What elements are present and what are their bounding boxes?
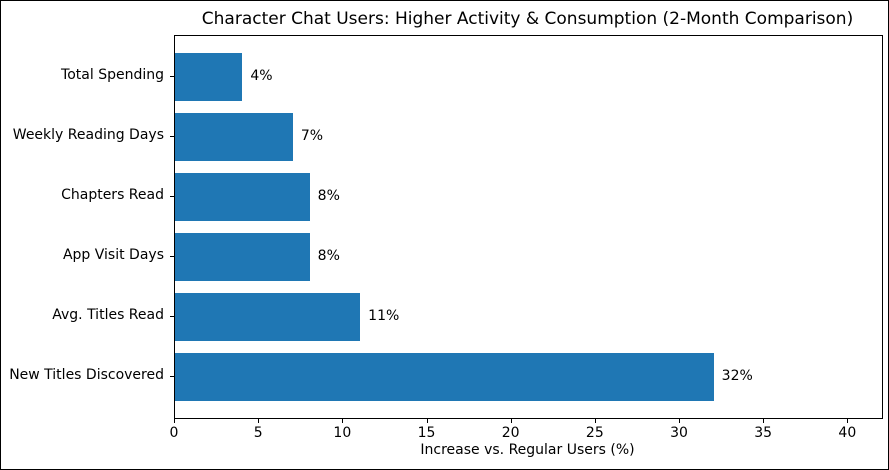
y-tick-mark: [170, 76, 174, 78]
x-tick-label: 15: [417, 425, 436, 441]
y-tick-mark: [170, 136, 174, 138]
x-axis-label: Increase vs. Regular Users (%): [420, 442, 635, 458]
y-tick-label: New Titles Discovered: [9, 366, 164, 383]
y-tick-mark: [170, 196, 174, 198]
x-tick-mark: [510, 419, 512, 423]
x-tick-mark: [763, 419, 765, 423]
x-tick-mark: [258, 419, 260, 423]
x-tick-mark: [847, 419, 849, 423]
bar-value-label: 8%: [317, 247, 340, 264]
x-tick-mark: [174, 419, 175, 423]
bar: [175, 292, 361, 341]
x-tick-mark: [594, 419, 596, 423]
x-tick-label: 35: [754, 425, 773, 441]
bar: [175, 232, 310, 281]
bar-value-label: 11%: [368, 307, 400, 324]
y-tick-label: Total Spending: [61, 67, 164, 84]
x-tick-mark: [342, 419, 344, 423]
bar: [175, 113, 293, 162]
bar-value-label: 4%: [250, 68, 273, 85]
bar-value-label: 7%: [300, 128, 324, 145]
bar-value-label: 32%: [721, 367, 753, 384]
y-tick-mark: [170, 375, 174, 377]
x-tick-label: 25: [585, 425, 604, 441]
chart-title: Character Chat Users: Higher Activity & …: [201, 9, 854, 29]
y-tick-label: App Visit Days: [62, 246, 164, 263]
x-tick-mark: [426, 419, 428, 423]
bar: [175, 352, 714, 401]
x-tick-label: 10: [333, 425, 352, 441]
y-tick-label: Avg. Titles Read: [52, 306, 164, 323]
y-tick-mark: [170, 315, 174, 317]
x-tick-label: 20: [501, 425, 520, 441]
bar-value-label: 8%: [317, 188, 340, 205]
x-tick-mark: [679, 419, 680, 423]
x-tick-label: 30: [670, 425, 688, 441]
y-tick-label: Weekly Reading Days: [12, 127, 164, 144]
y-tick-mark: [170, 255, 174, 257]
bar: [175, 173, 310, 221]
x-tick-label: 5: [253, 425, 263, 441]
bar: [175, 53, 243, 102]
x-tick-label: 0: [169, 425, 179, 441]
y-tick-label: Chapters Read: [61, 187, 164, 204]
plot-area: 4% 7% 8% 8% 11% 32%: [174, 35, 883, 419]
x-tick-label: 40: [838, 425, 857, 441]
